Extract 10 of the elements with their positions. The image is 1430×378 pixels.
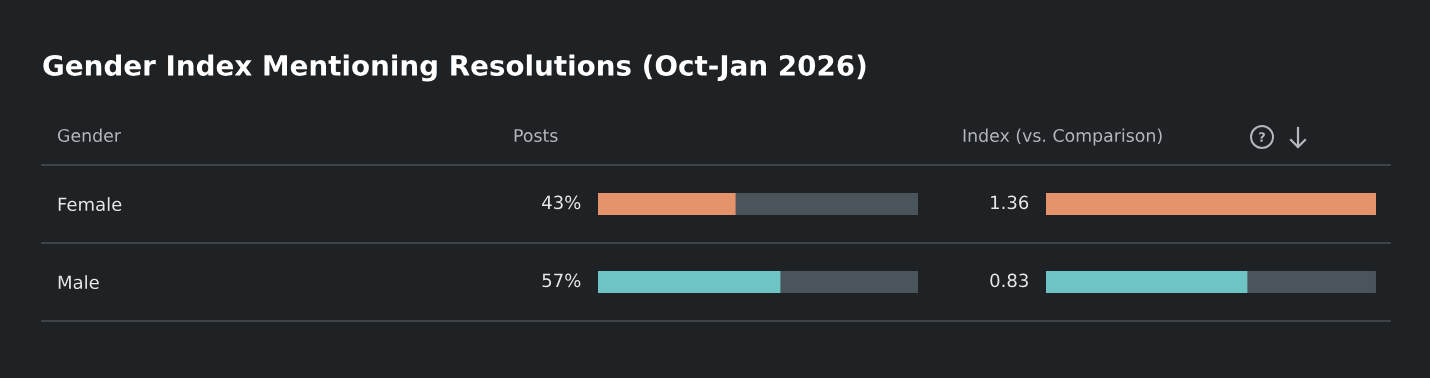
chart-title: Gender Index Mentioning Resolutions (Oct-Jan 2026)	[43, 54, 866, 82]
data-label: 0.83	[990, 273, 1028, 288]
data-label: 43%	[542, 195, 581, 210]
x-axis-title: Index (vs. Comparison)	[963, 128, 1162, 146]
data-label: 1.36	[991, 195, 1029, 210]
x-axis-title: Posts	[514, 129, 558, 143]
data-label: 57%	[542, 273, 581, 288]
y-axis-title: Gender	[57, 128, 121, 143]
y-tick-label: Female	[58, 197, 122, 212]
y-tick-label: Male	[58, 275, 99, 290]
